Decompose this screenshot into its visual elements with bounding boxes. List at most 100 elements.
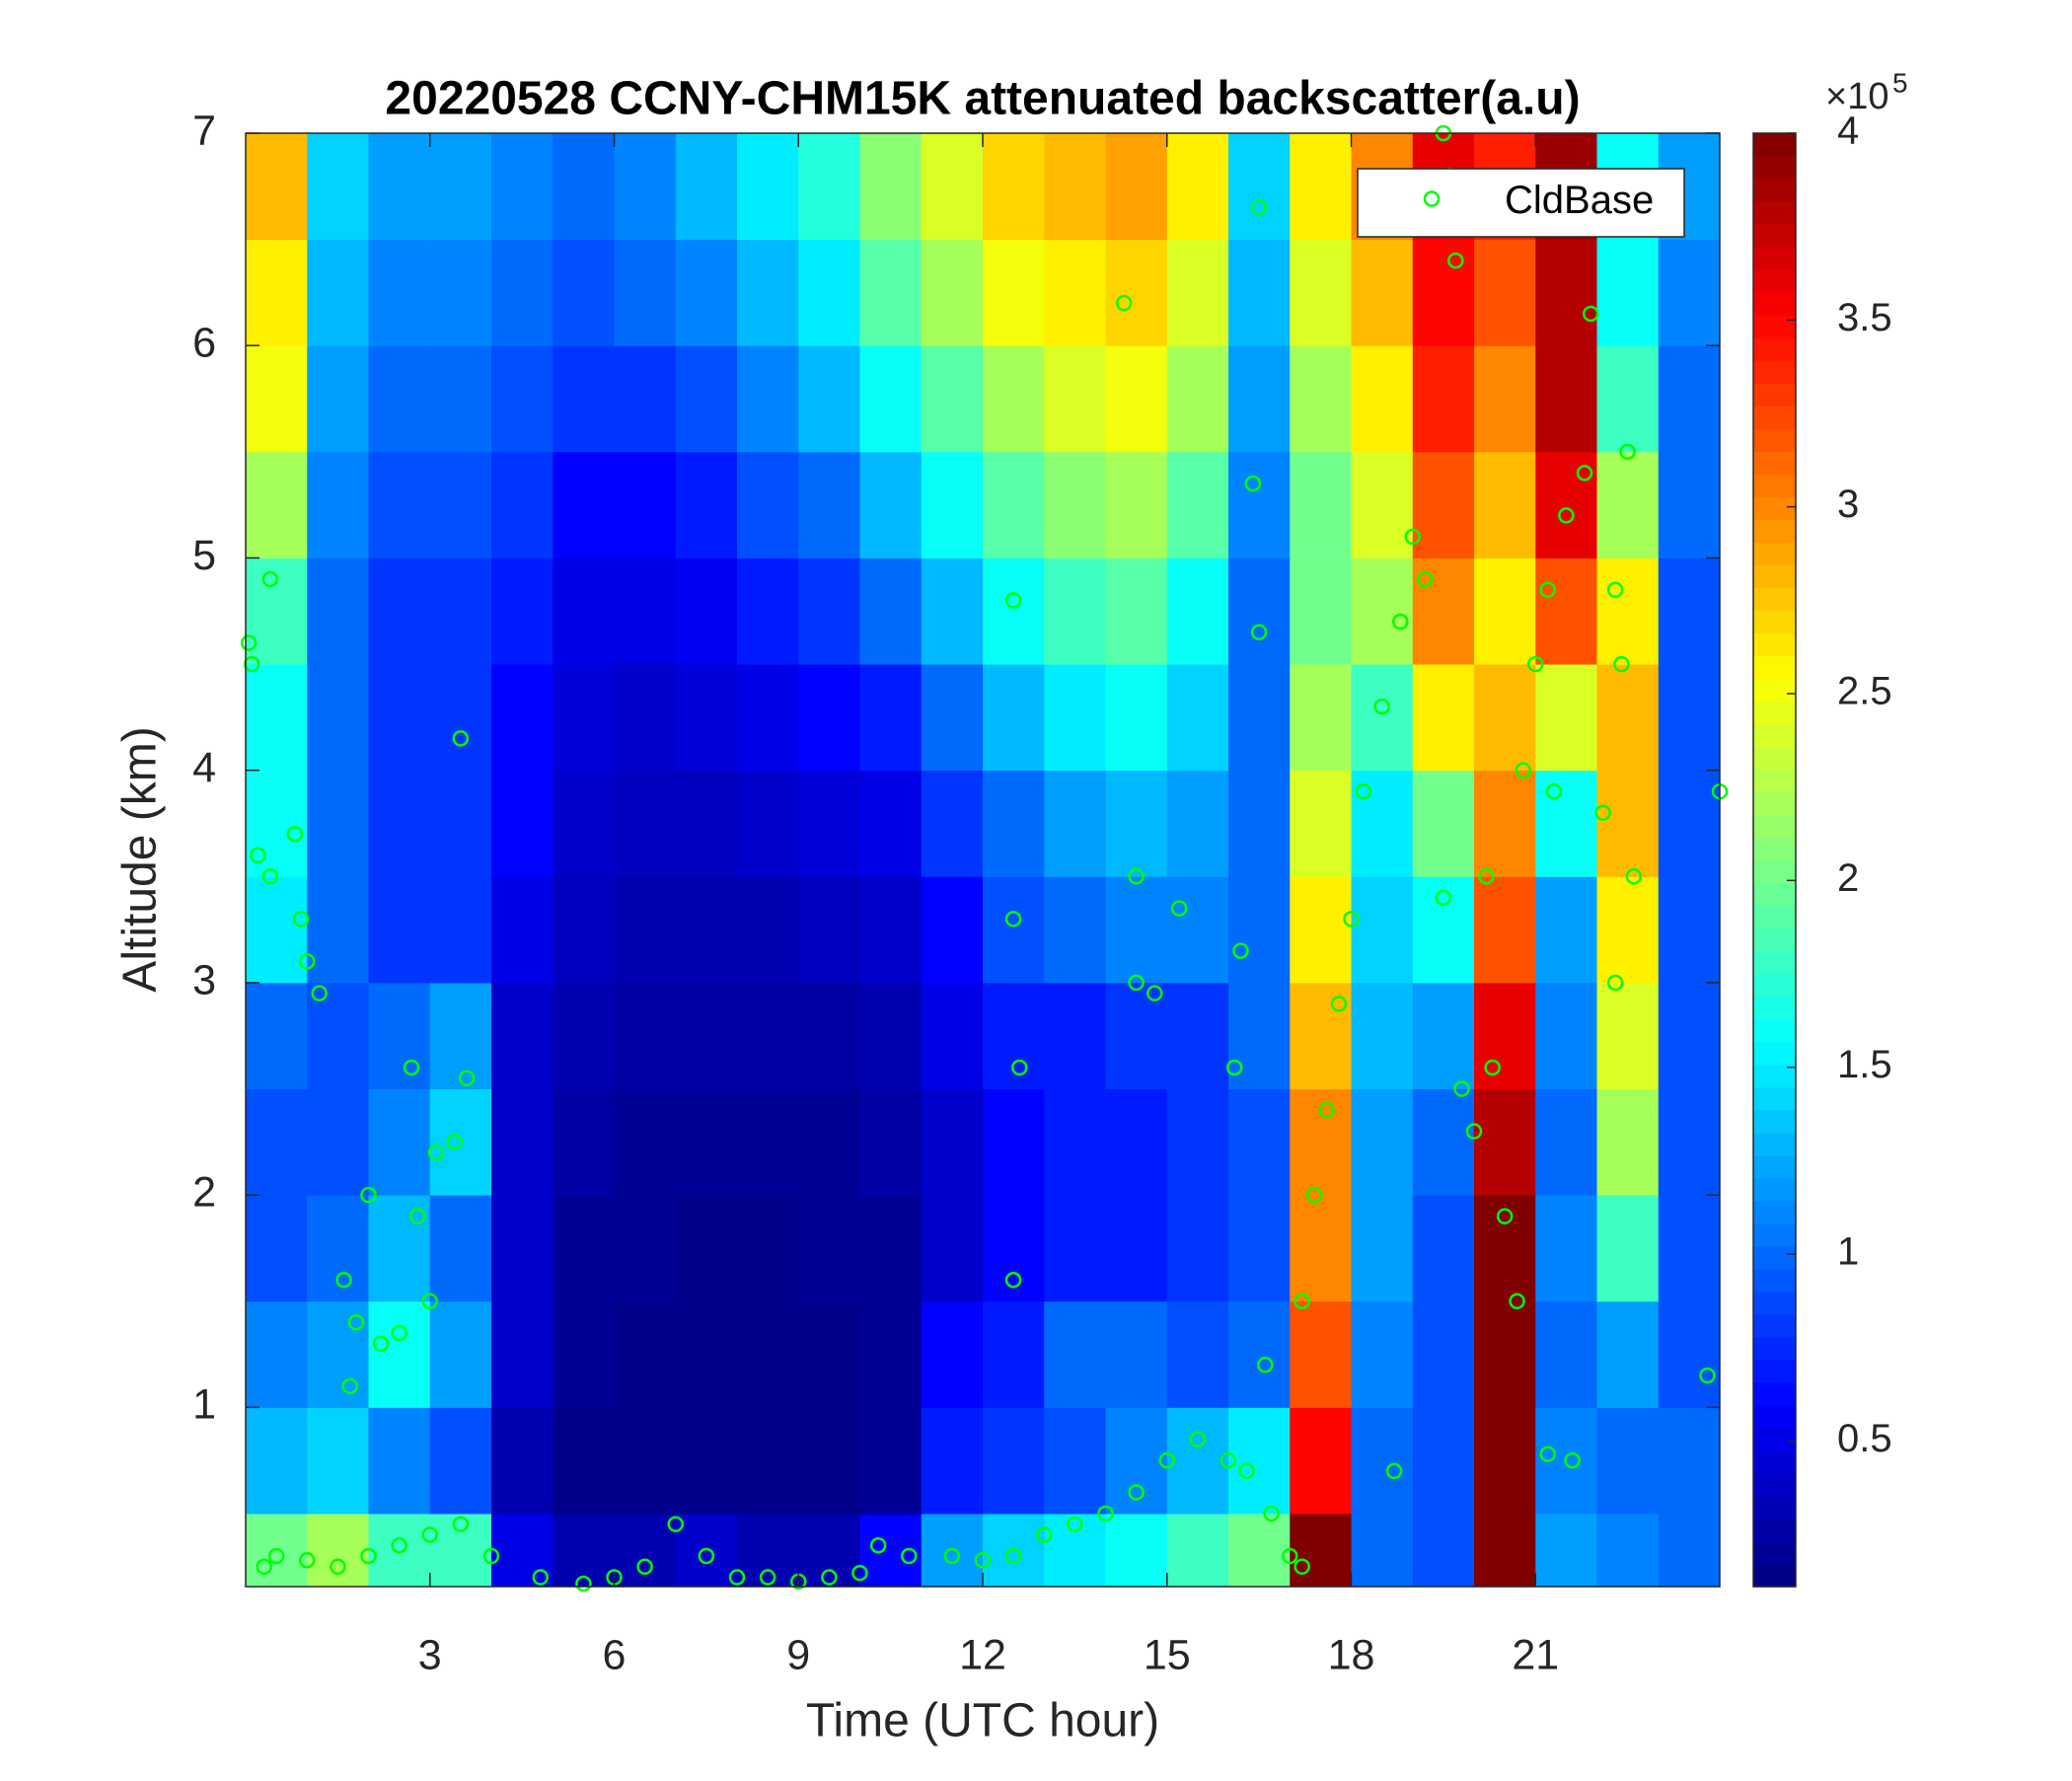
cloud-base-point <box>901 1547 918 1565</box>
colorbar-stripe <box>1753 269 1796 293</box>
y-tick-label: 3 <box>192 956 216 1003</box>
cloud-base-point <box>1355 782 1372 800</box>
heatmap-cell <box>1596 239 1660 346</box>
cloud-base-point <box>1263 1505 1280 1522</box>
heatmap-cell <box>614 345 677 453</box>
heatmap-cell <box>1658 1513 1721 1588</box>
heatmap-cell <box>491 1513 554 1588</box>
heatmap-cell <box>1535 451 1597 558</box>
heatmap-cell <box>1412 557 1475 665</box>
cloud-base-point <box>1447 252 1464 269</box>
cloud-base-point <box>1238 1462 1255 1480</box>
heatmap-cell <box>553 1195 615 1302</box>
colorbar-tick-label: 1.5 <box>1837 1043 1892 1086</box>
heatmap-cell <box>553 1088 615 1196</box>
colorbar-box <box>1752 132 1797 1588</box>
heatmap-cell <box>859 1088 923 1196</box>
heatmap-cell <box>553 451 615 558</box>
heatmap-cell <box>1105 1407 1168 1515</box>
heatmap-cell <box>859 451 923 558</box>
colorbar-stripe <box>1753 1154 1796 1179</box>
heatmap-cell <box>675 1195 738 1302</box>
heatmap-cell <box>921 876 984 984</box>
cloud-base-point <box>421 1526 438 1543</box>
colorbar-stripe <box>1753 610 1796 633</box>
heatmap-cell <box>1228 133 1291 241</box>
heatmap-cell <box>1290 1300 1352 1408</box>
heatmap-cell <box>1412 1300 1475 1408</box>
cloud-base-point <box>1097 1505 1114 1522</box>
heatmap-cell <box>368 451 431 558</box>
heatmap-cell <box>1658 451 1721 558</box>
heatmap-cell <box>1658 876 1721 984</box>
cloud-base-point <box>391 1536 407 1554</box>
heatmap-cell <box>491 770 554 877</box>
heatmap-cell <box>307 1300 369 1408</box>
cloud-base-point <box>1453 1080 1470 1097</box>
cloud-base-point <box>1478 868 1495 885</box>
heatmap-cell <box>1290 239 1352 346</box>
heatmap-cell <box>1351 557 1414 665</box>
cloud-base-point <box>409 1208 426 1224</box>
heatmap-cell <box>859 1300 923 1408</box>
heatmap-cell <box>429 876 492 984</box>
heatmap-cell <box>1290 876 1352 984</box>
x-tick-label: 18 <box>1328 1631 1375 1678</box>
cloud-base-point <box>1170 900 1188 917</box>
heatmap-cell <box>429 982 492 1090</box>
cloud-base-point <box>1545 782 1563 800</box>
cloud-base-point <box>299 1552 316 1569</box>
heatmap-cell <box>1412 1195 1475 1302</box>
cloud-base-point <box>1539 581 1556 598</box>
heatmap-cell <box>1166 1088 1229 1196</box>
cloud-base-point <box>974 1552 992 1569</box>
heatmap-cell <box>368 770 431 877</box>
heatmap-cell <box>1228 1300 1291 1408</box>
heatmap-cell <box>983 133 1045 241</box>
heatmap-cell <box>921 1088 984 1196</box>
heatmap-cell <box>1166 664 1229 772</box>
legend-marker <box>1423 190 1441 207</box>
heatmap-cell <box>983 239 1045 346</box>
colorbar-stripe <box>1753 1109 1796 1134</box>
heatmap-cell <box>1105 1195 1168 1302</box>
heatmap-cell <box>1044 664 1106 772</box>
heatmap-cell <box>1351 451 1414 558</box>
cloud-base-point <box>1282 1547 1298 1565</box>
cloud-base-point <box>1067 1516 1083 1532</box>
colorbar-stripe <box>1753 224 1796 248</box>
cloud-base-point <box>1465 1123 1483 1140</box>
cloud-base-point <box>821 1569 838 1586</box>
cloud-base-point <box>458 1070 476 1087</box>
x-axis-label: Time (UTC hour) <box>806 1695 1159 1747</box>
heatmap-cell <box>1105 451 1168 558</box>
heatmap-cell <box>614 664 677 772</box>
heatmap-cell <box>1596 1513 1660 1588</box>
heatmap-cell <box>983 1300 1045 1408</box>
y-tick-label: 1 <box>192 1381 216 1429</box>
heatmap-cell <box>307 557 369 665</box>
heatmap-cell <box>553 345 615 453</box>
heatmap-cell <box>553 664 615 772</box>
heatmap-cell <box>1412 345 1475 453</box>
cloud-base-point <box>267 1547 285 1565</box>
colorbar-stripe <box>1753 1381 1796 1406</box>
heatmap-cell <box>1412 1407 1475 1515</box>
heatmap-cell <box>859 557 923 665</box>
cloud-base-point <box>698 1547 715 1565</box>
cloud-base-point <box>1699 1367 1716 1384</box>
heatmap-cell <box>1228 557 1291 665</box>
legend: CldBase <box>1357 168 1685 238</box>
colorbar-stripe <box>1753 1313 1796 1338</box>
heatmap-cell <box>1351 1513 1414 1588</box>
heatmap-cell <box>1474 1407 1536 1515</box>
colorbar-stripe <box>1753 1223 1796 1247</box>
heatmap-cell <box>675 982 738 1090</box>
heatmap-cell <box>614 133 677 241</box>
heatmap-cell <box>368 876 431 984</box>
heatmap-cell <box>1290 345 1352 453</box>
colorbar-stripe <box>1753 1064 1796 1088</box>
heatmap-cell <box>429 1195 492 1302</box>
colorbar-stripe <box>1753 905 1796 929</box>
heatmap <box>246 133 1721 1588</box>
